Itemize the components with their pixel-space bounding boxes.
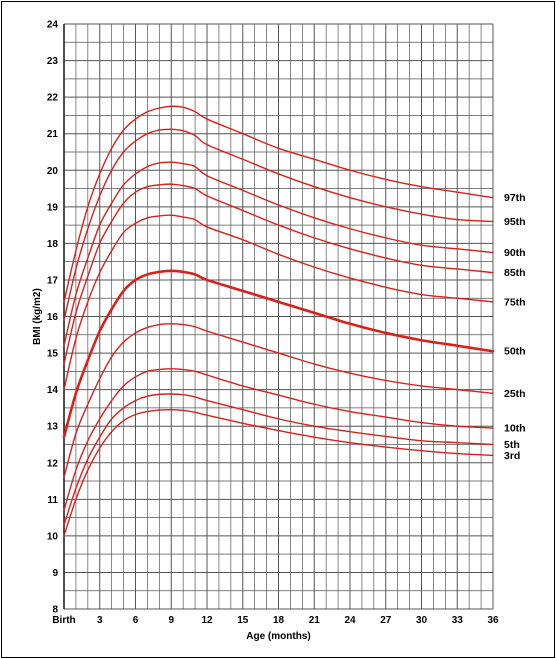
percentile-label-10th: 10th: [504, 423, 526, 435]
x-tick-label: 27: [380, 615, 392, 626]
percentile-line-75th: [63, 214, 494, 391]
y-tick-label: 18: [47, 239, 59, 250]
x-tick-label: 3: [97, 615, 103, 626]
x-tick-label: 12: [201, 615, 213, 626]
x-tick-label: 36: [487, 615, 499, 626]
percentile-line-5th: [63, 393, 494, 526]
x-tick-label: 21: [309, 615, 321, 626]
percentile-label-97th: 97th: [504, 192, 526, 204]
y-tick-label: 19: [47, 202, 59, 213]
percentile-line-25th: [63, 323, 494, 479]
y-axis-title: BMI (kg/m2): [32, 288, 43, 345]
x-tick-label: 33: [452, 615, 464, 626]
x-tick-label: 24: [344, 615, 356, 626]
x-tick-labels: Birth 3 6 9 12 15 18 21 24 27 30 33 36: [52, 615, 499, 626]
y-tick-label: 10: [47, 531, 59, 542]
x-tick-label: 15: [237, 615, 249, 626]
y-tick-label: 24: [47, 20, 59, 31]
percentile-lines: [62, 105, 495, 537]
y-tick-label: 8: [52, 605, 58, 616]
percentile-line-85th: [63, 183, 494, 365]
percentile-label-75th: 75th: [504, 296, 526, 308]
y-tick-label: 9: [52, 568, 58, 579]
y-tick-label: 17: [47, 275, 59, 286]
percentile-line-10th: [63, 368, 494, 511]
y-tick-label: 16: [47, 312, 59, 323]
x-tick-label: 30: [416, 615, 428, 626]
grid: [63, 23, 494, 610]
y-tick-label: 21: [47, 129, 59, 140]
y-tick-label: 22: [47, 93, 59, 104]
x-axis-title: Age (months): [246, 631, 310, 642]
percentile-label-85th: 85th: [504, 267, 526, 279]
percentile-label-50th: 50th: [504, 346, 526, 358]
percentile-label-95th: 95th: [504, 216, 526, 228]
percentile-label-5th: 5th: [504, 439, 520, 451]
y-tick-label: 13: [47, 422, 59, 433]
x-tick-label: Birth: [52, 615, 75, 626]
y-tick-label: 20: [47, 166, 59, 177]
percentile-line-3rd: [63, 409, 494, 537]
x-tick-label: 9: [168, 615, 174, 626]
y-tick-labels: 8 9 10 11 12 13 14 15 16 17 18 19 20 21 22 23 24: [47, 20, 59, 616]
percentile-label-90th: 90th: [504, 247, 526, 259]
percentile-label-25th: 25th: [504, 388, 526, 400]
x-tick-label: 18: [273, 615, 285, 626]
percentile-label-3rd: 3rd: [504, 450, 520, 462]
y-tick-label: 23: [47, 56, 59, 67]
y-tick-label: 12: [47, 458, 59, 469]
percentile-line-50th: [62, 269, 495, 439]
percentile-line-90th: [63, 161, 494, 347]
y-tick-label: 11: [47, 495, 58, 506]
x-tick-label: 6: [133, 615, 139, 626]
percentile-line-97th: [63, 105, 494, 303]
y-tick-label: 15: [47, 349, 59, 360]
y-tick-label: 14: [47, 385, 59, 396]
percentile-line-95th: [63, 128, 494, 321]
